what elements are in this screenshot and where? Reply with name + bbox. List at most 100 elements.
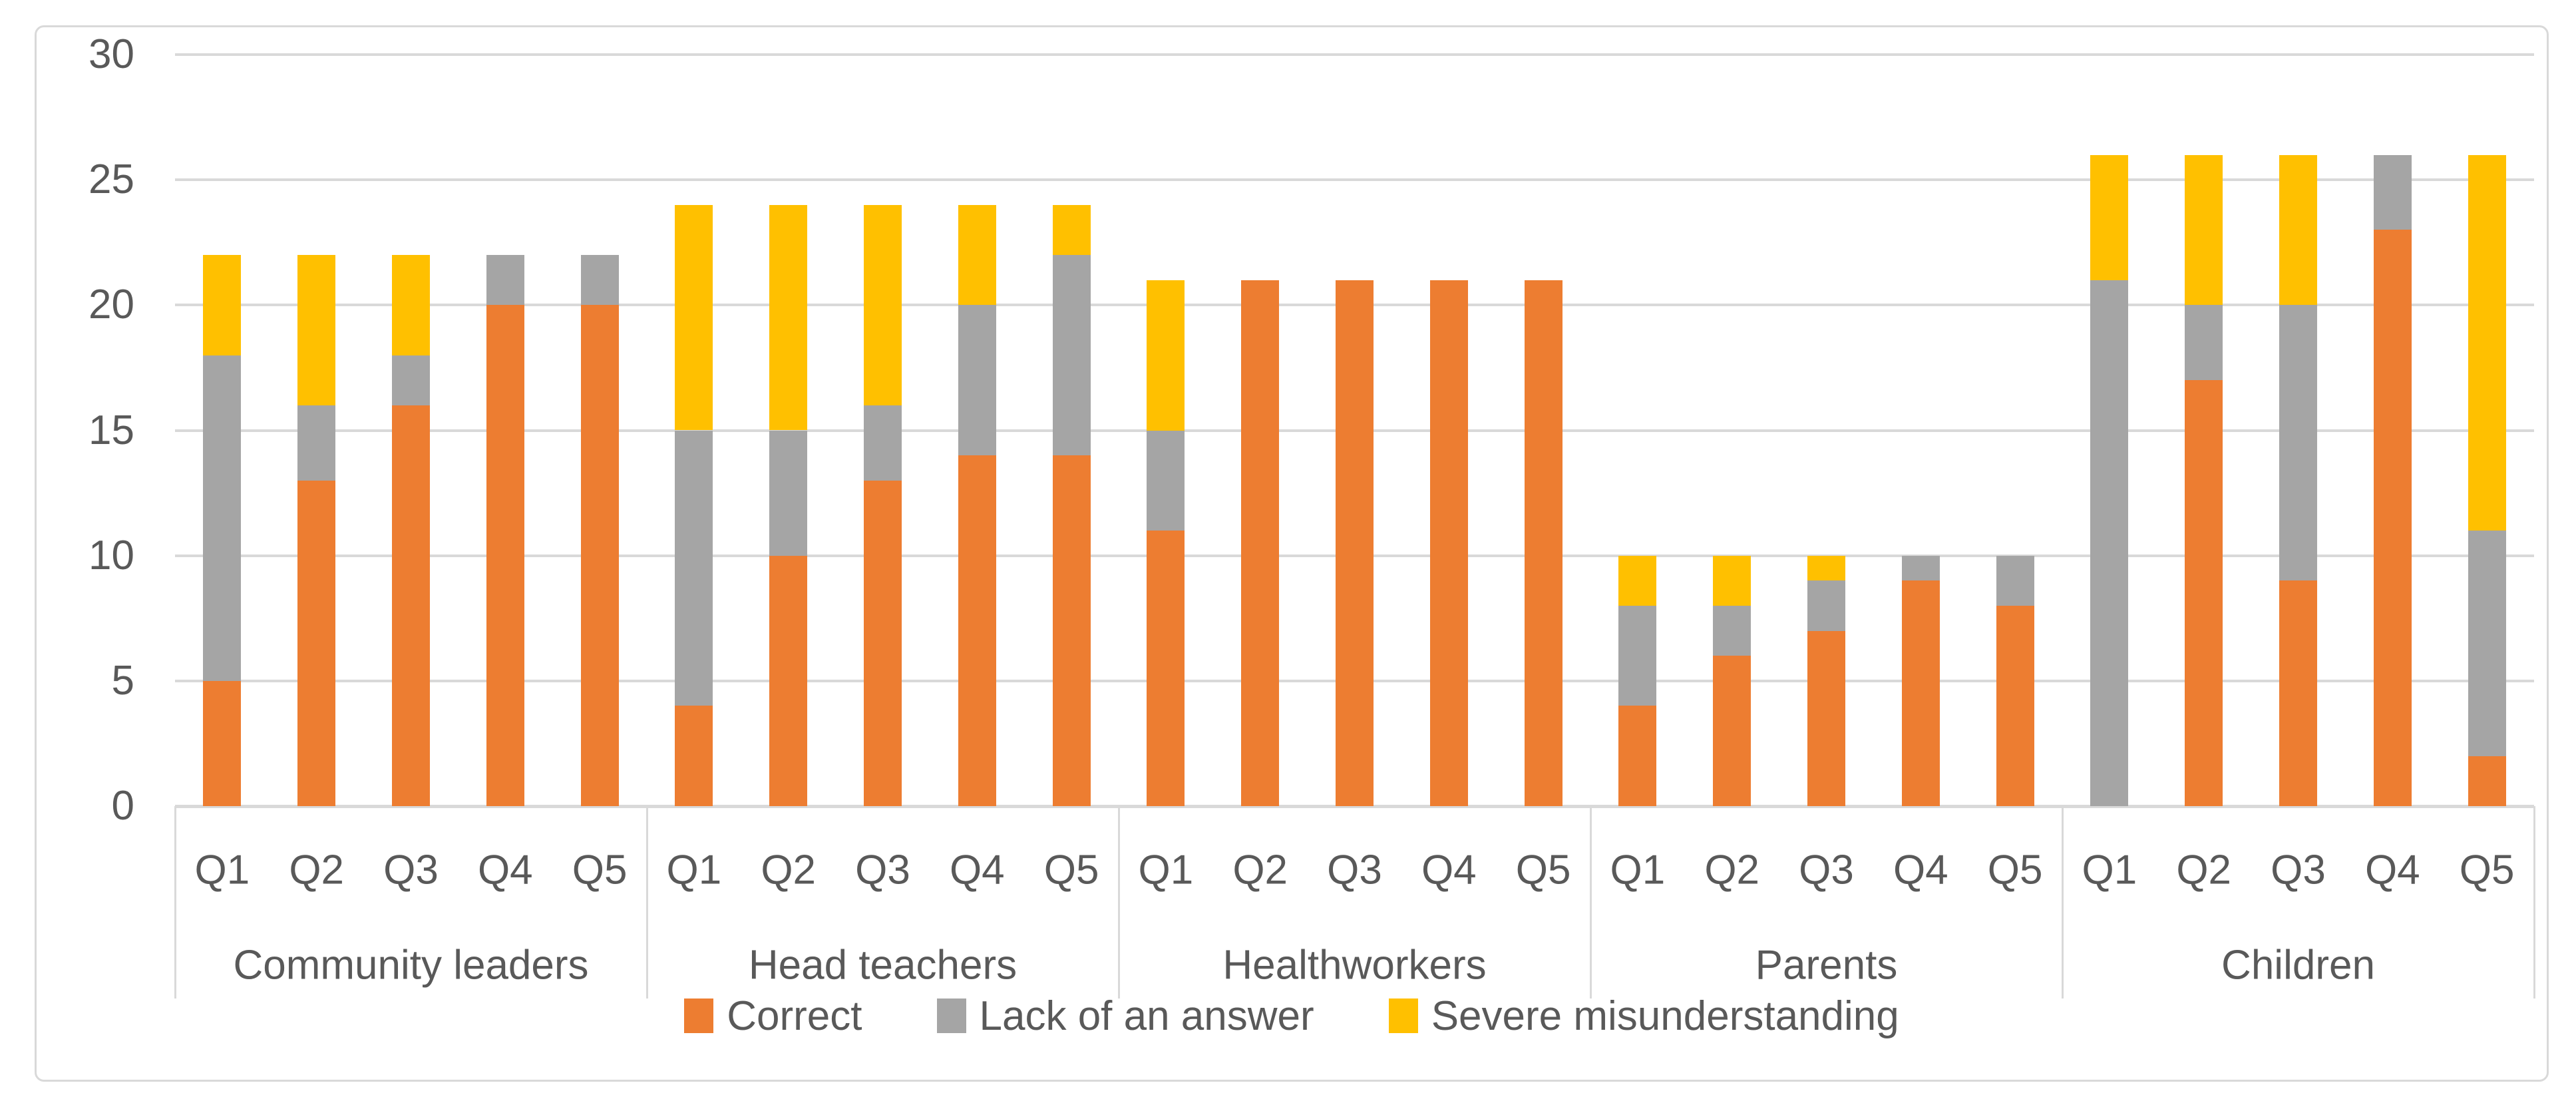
bar-segment-correct — [769, 555, 808, 806]
category-label: Q4 — [949, 847, 1005, 893]
category-label: Q4 — [2364, 847, 2420, 893]
bar-segment-lack-of-an-answer — [203, 355, 242, 681]
gridline — [175, 53, 2534, 56]
legend-label: Correct — [727, 993, 862, 1039]
group-separator-line — [174, 806, 176, 998]
category-label: Q2 — [1704, 847, 1760, 893]
bar-segment-lack-of-an-answer — [580, 255, 619, 306]
category-label: Q3 — [383, 847, 439, 893]
bar-segment-severe-misunderstanding — [392, 255, 430, 355]
category-label: Q3 — [2271, 847, 2326, 893]
category-label: Q3 — [1327, 847, 1382, 893]
bar-segment-lack-of-an-answer — [2468, 531, 2506, 756]
category-label: Q3 — [855, 847, 910, 893]
bar-segment-severe-misunderstanding — [675, 204, 713, 431]
bar-segment-lack-of-an-answer — [1996, 555, 2034, 606]
bar-segment-severe-misunderstanding — [769, 204, 808, 431]
bar-segment-severe-misunderstanding — [1713, 555, 1751, 606]
category-label: Q4 — [1893, 847, 1948, 893]
bar-segment-lack-of-an-answer — [675, 430, 713, 706]
category-label: Q5 — [2459, 847, 2515, 893]
bar-segment-correct — [297, 480, 336, 806]
bar-segment-correct — [1336, 280, 1374, 806]
bar-segment-severe-misunderstanding — [2468, 154, 2506, 531]
x-axis-line — [175, 804, 2534, 808]
bar-segment-lack-of-an-answer — [297, 405, 336, 481]
bar-segment-lack-of-an-answer — [769, 430, 808, 556]
legend-swatch-icon — [936, 998, 966, 1033]
legend-entry: Correct — [684, 993, 862, 1040]
gridline — [175, 178, 2534, 182]
bar-segment-correct — [958, 455, 996, 806]
group-label: Children — [2221, 942, 2375, 989]
bar-segment-lack-of-an-answer — [1713, 605, 1751, 656]
y-tick-label: 10 — [89, 532, 134, 578]
bar-segment-severe-misunderstanding — [297, 255, 336, 405]
bar-segment-correct — [203, 680, 242, 806]
bar-segment-correct — [864, 480, 902, 806]
bar-segment-correct — [2468, 756, 2506, 806]
bar-segment-correct — [1052, 455, 1091, 806]
category-label: Q3 — [1799, 847, 1854, 893]
bar-segment-correct — [1241, 280, 1280, 806]
category-label: Q2 — [1232, 847, 1288, 893]
category-label: Q5 — [1987, 847, 2043, 893]
group-separator-line — [645, 806, 648, 998]
bar-segment-correct — [580, 305, 619, 806]
bar-segment-lack-of-an-answer — [2090, 280, 2129, 806]
category-label: Q1 — [194, 847, 250, 893]
bar-segment-lack-of-an-answer — [2185, 305, 2223, 381]
group-label: Parents — [1755, 942, 1898, 989]
category-label: Q5 — [1515, 847, 1571, 893]
bar-segment-correct — [1713, 656, 1751, 806]
bar-segment-lack-of-an-answer — [864, 405, 902, 481]
bar-segment-lack-of-an-answer — [392, 355, 430, 405]
group-label: Community leaders — [233, 942, 589, 989]
y-tick-label: 20 — [89, 282, 134, 328]
bar-segment-correct — [1429, 280, 1468, 806]
category-label: Q1 — [2082, 847, 2137, 893]
group-separator-line — [1117, 806, 1120, 998]
y-tick-label: 30 — [89, 31, 134, 77]
y-tick-label: 0 — [111, 783, 134, 829]
category-label: Q1 — [1138, 847, 1194, 893]
bar-segment-lack-of-an-answer — [1807, 580, 1845, 631]
category-label: Q2 — [761, 847, 817, 893]
group-label: Healthworkers — [1222, 942, 1487, 989]
category-label: Q5 — [1043, 847, 1099, 893]
category-label: Q2 — [2176, 847, 2232, 893]
group-label: Head teachers — [748, 942, 1017, 989]
legend-swatch-icon — [1388, 998, 1418, 1033]
legend-label: Lack of an answer — [979, 993, 1314, 1039]
bar-segment-severe-misunderstanding — [864, 204, 902, 405]
bar-segment-severe-misunderstanding — [1052, 204, 1091, 256]
bar-segment-correct — [1147, 531, 1185, 806]
bar-segment-severe-misunderstanding — [2090, 154, 2129, 280]
bar-segment-correct — [2279, 580, 2317, 806]
bar-segment-severe-misunderstanding — [1807, 555, 1845, 581]
bar-segment-lack-of-an-answer — [486, 255, 524, 306]
bar-segment-lack-of-an-answer — [2279, 305, 2317, 581]
category-label: Q4 — [1421, 847, 1477, 893]
bar-segment-correct — [2185, 380, 2223, 806]
category-label: Q2 — [289, 847, 345, 893]
bar-segment-correct — [1807, 630, 1845, 806]
y-tick-label: 25 — [89, 156, 134, 203]
y-tick-label: 15 — [89, 407, 134, 453]
bar-segment-lack-of-an-answer — [1147, 430, 1185, 531]
group-separator-line — [2533, 806, 2535, 998]
bar-segment-correct — [1901, 580, 1940, 806]
legend-entry: Severe misunderstanding — [1388, 993, 1899, 1040]
bar-segment-correct — [392, 405, 430, 806]
category-label: Q1 — [666, 847, 722, 893]
y-tick-label: 5 — [111, 657, 134, 704]
bar-segment-lack-of-an-answer — [958, 305, 996, 456]
group-separator-line — [2061, 806, 2064, 998]
bar-segment-correct — [1618, 706, 1657, 806]
legend-label: Severe misunderstanding — [1431, 993, 1899, 1039]
bar-segment-severe-misunderstanding — [958, 204, 996, 306]
legend-swatch-icon — [684, 998, 714, 1033]
bar-segment-severe-misunderstanding — [1147, 280, 1185, 431]
category-label: Q1 — [1610, 847, 1666, 893]
